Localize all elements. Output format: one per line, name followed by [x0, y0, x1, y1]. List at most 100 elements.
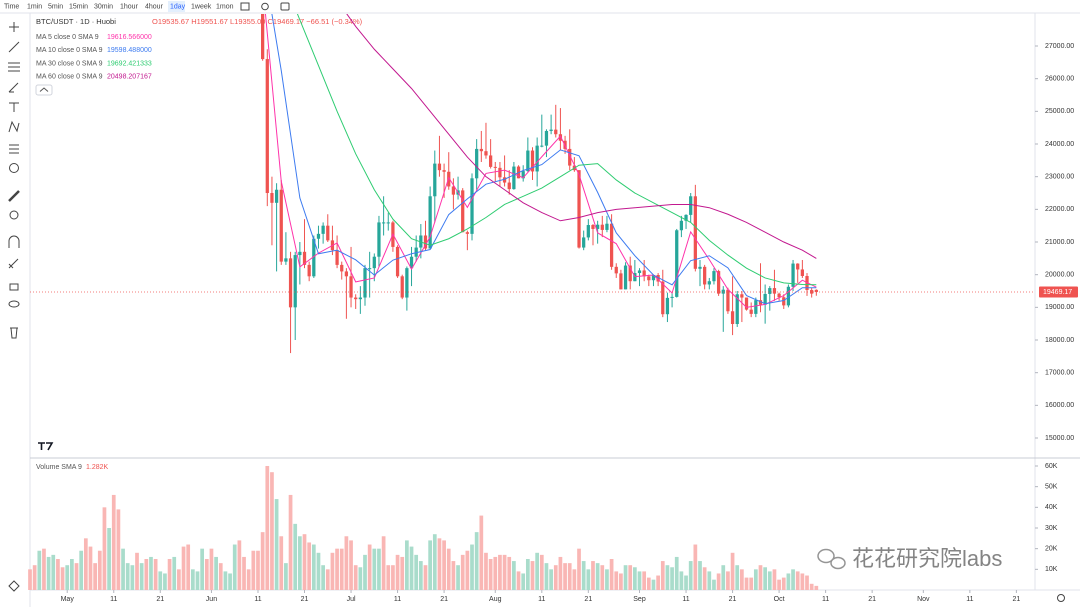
y-tick-label: 25000.00: [1045, 108, 1074, 115]
axis-settings-icon[interactable]: [1057, 594, 1065, 602]
candle-body: [744, 297, 749, 310]
pattern-tool[interactable]: [8, 120, 20, 133]
volume-bar: [809, 583, 814, 590]
timeframe-button[interactable]: 4hour: [145, 3, 164, 10]
ma-legend-name: MA 60 close 0 SMA 9: [36, 74, 103, 81]
settings-icon[interactable]: [261, 2, 269, 11]
volume-bar: [391, 565, 395, 590]
volume-tick-label: 50K: [1045, 484, 1058, 491]
timeframe-button[interactable]: 5min: [48, 3, 63, 10]
ma-legend-value: 19692.421333: [107, 60, 152, 67]
indicator-icon[interactable]: [240, 2, 250, 11]
forecast-tool[interactable]: [9, 144, 19, 154]
volume-bar: [702, 567, 707, 590]
watermark: 花花研究院labs: [817, 544, 1004, 572]
volume-bar: [418, 561, 423, 590]
layers-tool[interactable]: [8, 580, 20, 592]
ma-line: [271, 14, 817, 305]
fullscreen-icon[interactable]: [280, 2, 290, 11]
ma-legend-name: MA 5 close 0 SMA 9: [36, 34, 99, 41]
drawing-toolbar: [8, 22, 20, 592]
lock-drawing-tool[interactable]: [8, 258, 19, 269]
volume-bar: [721, 565, 726, 590]
volume-bar: [674, 556, 679, 590]
volume-bar: [358, 567, 363, 590]
volume-bar: [651, 579, 656, 590]
magnet-tool[interactable]: [8, 235, 20, 248]
volume-bar: [628, 565, 633, 590]
volume-bar: [428, 540, 432, 590]
candle-body: [726, 289, 730, 312]
volume-bar: [97, 550, 102, 590]
volume-bar: [474, 532, 479, 590]
timeframe-button[interactable]: 30min: [94, 3, 113, 10]
volume-bar: [656, 575, 660, 590]
candle-body: [475, 148, 479, 179]
volume-bar: [400, 556, 405, 590]
volume-bar: [163, 573, 167, 590]
y-tick-label: 22000.00: [1045, 206, 1074, 213]
volume-bar: [781, 577, 786, 590]
volume-bar: [28, 569, 32, 590]
volume-bar: [125, 563, 130, 590]
zoom-tool[interactable]: [9, 210, 19, 220]
timeframe-button[interactable]: Time: [4, 3, 19, 10]
timeframe-button[interactable]: 15min: [69, 3, 88, 10]
fib-tool[interactable]: [8, 62, 20, 72]
volume-bar: [321, 565, 325, 590]
ruler-tool[interactable]: [8, 190, 20, 202]
visibility-tool[interactable]: [8, 300, 20, 308]
brush-tool[interactable]: [8, 82, 19, 93]
crosshair-tool[interactable]: [9, 22, 19, 32]
volume-bar: [363, 554, 367, 590]
volume-bar: [284, 563, 288, 590]
toolbar-icons[interactable]: [240, 2, 290, 11]
candle-body: [772, 288, 777, 294]
volume-bar: [121, 548, 125, 590]
timeframe-button[interactable]: 1day: [170, 3, 186, 10]
volume-bar: [633, 567, 637, 590]
volume-bar: [660, 561, 665, 590]
volume-bar: [753, 569, 758, 590]
volume-bar: [181, 546, 186, 590]
text-tool[interactable]: [9, 102, 19, 112]
timeframe-button[interactable]: 1hour: [120, 3, 139, 10]
candle-body: [363, 268, 367, 298]
ma-legend-name: MA 30 close 0 SMA 9: [36, 60, 103, 67]
volume-bar: [446, 548, 451, 590]
timeframe-button[interactable]: 1min: [27, 3, 42, 10]
volume-bar: [525, 558, 530, 590]
candle-body: [265, 59, 269, 194]
volume-tick-label: 60K: [1045, 463, 1058, 470]
candle-body: [707, 281, 711, 285]
volume-tick-label: 30K: [1045, 525, 1058, 532]
x-tick-label: 21: [1012, 596, 1020, 603]
candle-body: [465, 232, 469, 234]
y-tick-label: 24000.00: [1045, 141, 1074, 148]
timeframe-button[interactable]: 1mon: [216, 3, 234, 10]
volume-bar: [232, 544, 237, 590]
volume-bar: [572, 569, 577, 590]
volume-bar: [442, 540, 446, 590]
collapse-legend-button[interactable]: [35, 84, 53, 96]
candle-body: [689, 196, 693, 215]
ma-legend-name: MA 10 close 0 SMA 9: [36, 47, 103, 54]
volume-bar: [484, 552, 488, 590]
lock-tool[interactable]: [9, 283, 19, 291]
volume-bar: [595, 563, 600, 590]
volume-bar: [581, 561, 586, 590]
candle-body: [279, 189, 283, 262]
candle-body: [679, 220, 684, 231]
emoji-tool[interactable]: [9, 163, 19, 173]
candle-body: [800, 269, 804, 276]
candle-body: [521, 171, 525, 179]
candle-body: [549, 129, 553, 131]
trendline-tool[interactable]: [8, 41, 20, 53]
candle-body: [358, 297, 362, 300]
delete-tool[interactable]: [10, 327, 18, 339]
timeframe-button[interactable]: 1week: [191, 3, 212, 10]
candle-body: [619, 273, 623, 290]
volume-bar: [726, 571, 730, 590]
volume-bar: [256, 550, 260, 590]
x-tick-label: Oct: [774, 596, 785, 603]
